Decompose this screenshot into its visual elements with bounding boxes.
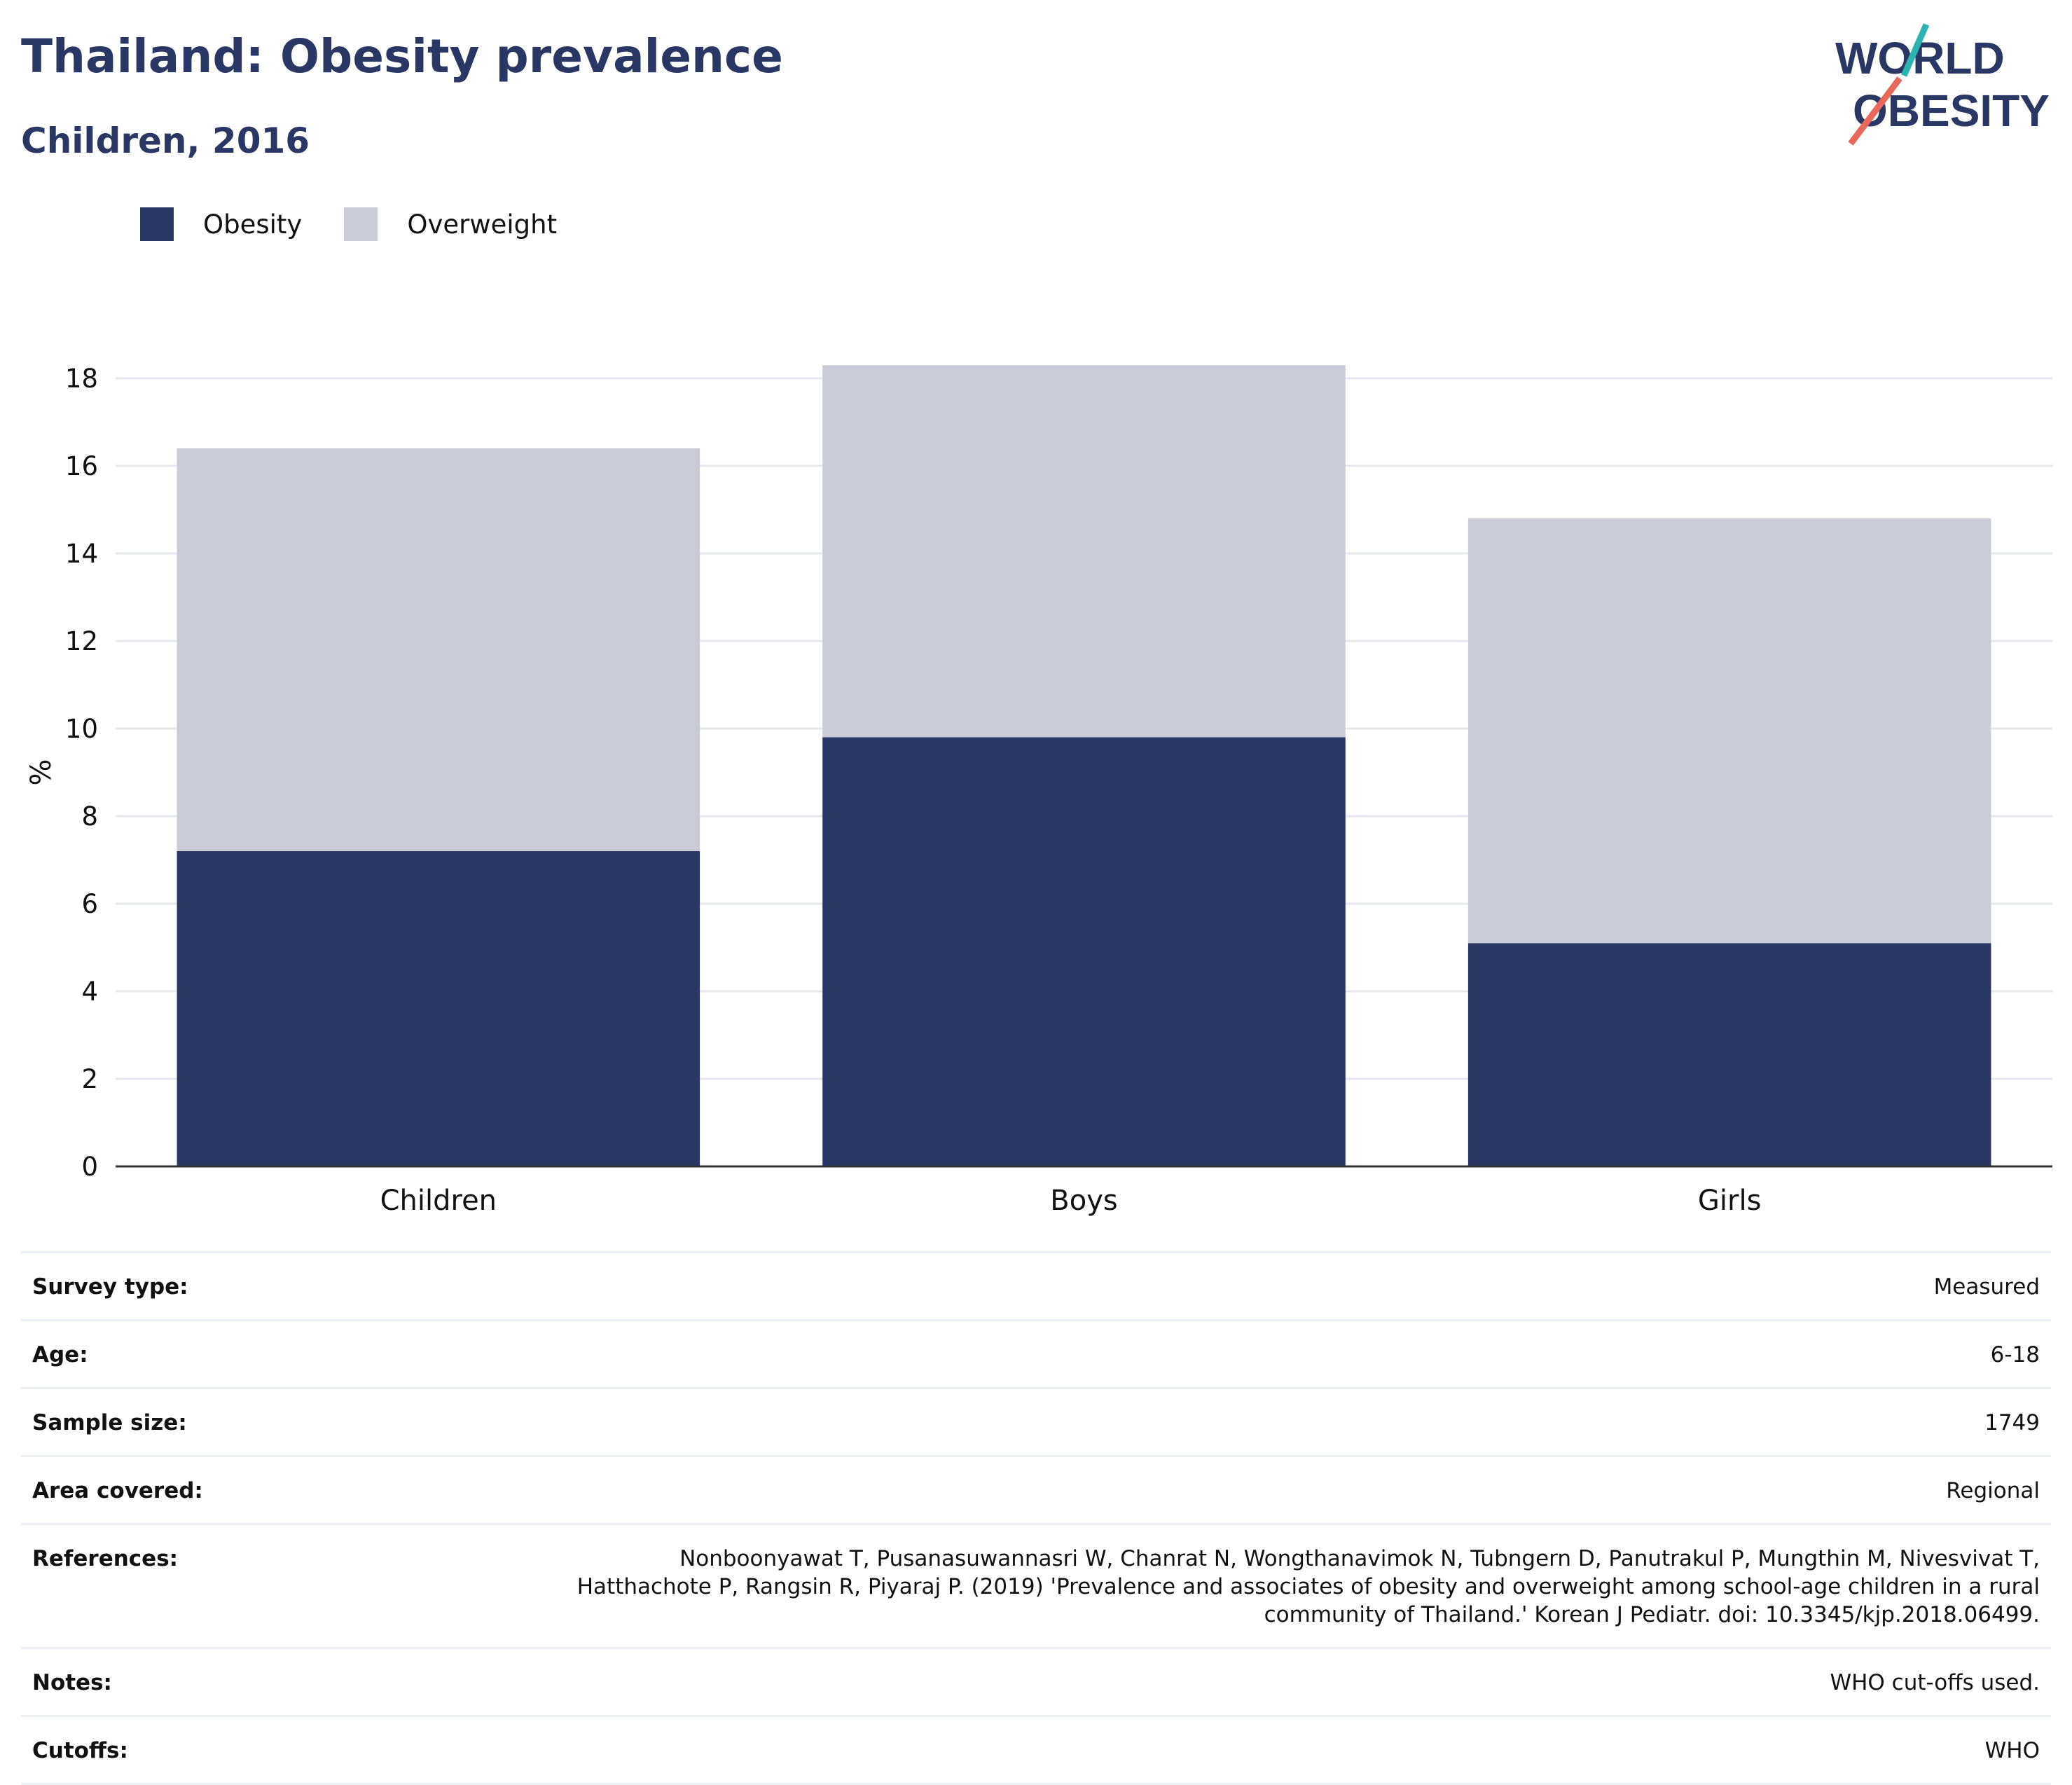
x-tick-label: Children <box>380 1185 497 1217</box>
bar-chart: 0 2 4 6 8 10 12 14 16 18% Children Boys Girls <box>25 364 2052 1217</box>
y-tick-label: 14 <box>65 539 98 569</box>
y-tick-label: 12 <box>65 626 98 656</box>
info-value: 1749 <box>1984 1410 2040 1435</box>
legend-item-obesity[interactable]: Obesity <box>140 207 302 241</box>
bar-overweight-girls <box>1467 518 1991 944</box>
y-tick-label: 2 <box>81 1064 98 1094</box>
y-tick-label: 10 <box>65 714 98 744</box>
info-row-survey-type: Survey type: Measured <box>21 1253 2051 1321</box>
chart-legend: Obesity Overweight <box>140 207 599 241</box>
bar-obesity-boys <box>822 737 1346 1166</box>
info-row-age: Age: 6-18 <box>21 1321 2051 1389</box>
info-key: Cutoffs: <box>32 1738 128 1763</box>
logo-slash-coral <box>1848 76 1902 146</box>
info-row-sample-size: Sample size: 1749 <box>21 1389 2051 1457</box>
logo-slash-teal <box>1900 23 1930 77</box>
y-tick-label: 4 <box>81 977 98 1007</box>
logo-line2: OBESITY <box>1853 85 2050 136</box>
legend-item-overweight[interactable]: Overweight <box>344 207 557 241</box>
y-tick-label: 0 <box>81 1152 98 1182</box>
bar-overweight-boys <box>822 365 1346 738</box>
info-value: 6-18 <box>1990 1342 2040 1367</box>
x-tick-label: Girls <box>1698 1185 1762 1217</box>
info-key: Notes: <box>32 1670 112 1695</box>
info-value: Regional <box>1946 1478 2040 1503</box>
info-key: Sample size: <box>32 1410 187 1435</box>
info-row-cutoffs: Cutoffs: WHO <box>21 1717 2051 1785</box>
bar-obesity-girls <box>1467 943 1991 1166</box>
info-value: Measured <box>1933 1274 2040 1300</box>
legend-swatch-overweight <box>344 207 378 241</box>
y-tick-label: 8 <box>81 801 98 832</box>
world-obesity-logo: WORLD OBESITY <box>1835 23 2050 146</box>
info-value: WHO <box>1984 1738 2040 1763</box>
info-value: WHO cut-offs used. <box>1830 1670 2040 1695</box>
info-row-notes: Notes: WHO cut-offs used. <box>21 1649 2051 1717</box>
bar-obesity-children <box>177 851 700 1166</box>
bar-overweight-children <box>177 448 700 851</box>
page-title: Thailand: Obesity prevalence <box>21 29 783 83</box>
info-key: Area covered: <box>32 1478 203 1503</box>
info-row-area-covered: Area covered: Regional <box>21 1457 2051 1525</box>
info-key: Age: <box>32 1342 88 1367</box>
legend-label-overweight: Overweight <box>407 209 558 240</box>
info-value: Nonboonyawat T, Pusanasuwannasri W, Chan… <box>576 1546 2040 1627</box>
y-tick-label: 6 <box>81 889 98 919</box>
legend-label-obesity: Obesity <box>203 209 303 240</box>
legend-swatch-obesity <box>140 207 174 241</box>
y-tick-label: 16 <box>65 451 98 481</box>
survey-info-table: Survey type: Measured Age: 6-18 Sample s… <box>21 1251 2051 1785</box>
page-subtitle: Children, 2016 <box>21 120 310 161</box>
y-axis-label: % <box>25 759 57 785</box>
y-tick-label: 18 <box>65 364 98 394</box>
x-tick-label: Boys <box>1050 1185 1117 1217</box>
info-row-references: References: Nonboonyawat T, Pusanasuwann… <box>21 1525 2051 1649</box>
info-key: Survey type: <box>32 1274 188 1300</box>
info-key: References: <box>32 1546 179 1571</box>
